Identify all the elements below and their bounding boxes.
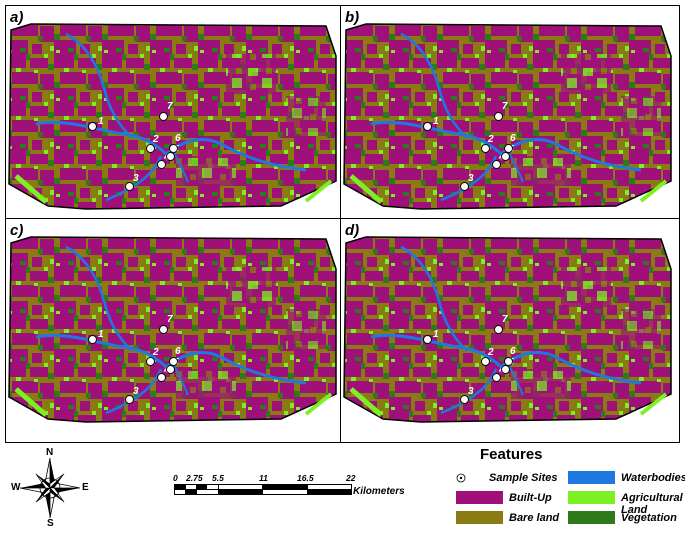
sample-site [423, 122, 432, 131]
legend-label-agricultural-land: Agricultural Land [621, 492, 683, 516]
sample-site [492, 160, 501, 169]
site-label: 2 [153, 347, 159, 358]
legend-title: Features [480, 446, 543, 463]
compass-east: E [82, 482, 89, 493]
map-panel-b: b) 1 2 3 4 5 6 7 [340, 5, 680, 220]
legend-label-vegetation: Vegetation [621, 512, 677, 524]
legend-label-sample-sites: Sample Sites [489, 472, 558, 484]
scale-tick-label: 16.5 [297, 473, 314, 483]
sample-site [481, 357, 490, 366]
legend-label-built-up: Built-Up [509, 492, 552, 504]
site-label: 2 [488, 347, 494, 358]
site-label: 3 [468, 173, 474, 184]
compass-north: N [46, 447, 54, 458]
site-label: 7 [167, 314, 173, 325]
legend-label-waterbodies: Waterbodies [621, 472, 685, 484]
scale-bar-graphic [174, 484, 352, 495]
scale-unit: Kilometers [353, 486, 405, 497]
sample-site [88, 335, 97, 344]
panel-label: a) [10, 9, 24, 26]
sample-site [146, 144, 155, 153]
sample-site [460, 395, 469, 404]
sample-site [125, 182, 134, 191]
site-label: 3 [133, 173, 139, 184]
map-panel-a: a) 1 2 3 4 5 6 7 [5, 5, 342, 220]
scale-tick-label: 11 [259, 473, 268, 483]
map-panel-c: c) 1 2 3 4 5 6 7 [5, 218, 342, 443]
site-label: 3 [468, 386, 474, 397]
site-label: 7 [502, 101, 508, 112]
sample-site [504, 357, 513, 366]
sample-site-icon [456, 473, 466, 483]
map-image [343, 236, 672, 423]
sample-site [494, 112, 503, 121]
site-label: 6 [175, 133, 181, 144]
panel-label: d) [345, 222, 360, 239]
compass-south: S [47, 518, 54, 529]
site-label: 6 [510, 346, 516, 357]
sample-site [169, 144, 178, 153]
map-image [8, 23, 337, 210]
sample-site [423, 335, 432, 344]
panel-label: c) [10, 222, 24, 239]
site-label: 1 [98, 329, 104, 340]
sample-site [169, 357, 178, 366]
sample-site [157, 373, 166, 382]
map-image [343, 23, 672, 210]
sample-site [494, 325, 503, 334]
legend-swatch-built-up [456, 491, 503, 504]
panel-label: b) [345, 9, 360, 26]
site-label: 6 [510, 133, 516, 144]
site-label: 1 [98, 116, 104, 127]
site-label: 6 [175, 346, 181, 357]
compass-west: W [11, 482, 21, 493]
scale-tick-label: 0 [173, 473, 178, 483]
site-label: 7 [167, 101, 173, 112]
sample-site [146, 357, 155, 366]
scale-tick-label: 22 [346, 473, 356, 483]
sample-site [125, 395, 134, 404]
compass-rose: N S E W [10, 447, 90, 530]
sample-site [157, 160, 166, 169]
legend-swatch-vegetation [568, 511, 615, 524]
legend-swatch-bare-land [456, 511, 503, 524]
sample-site [159, 112, 168, 121]
sample-site [460, 182, 469, 191]
compass-star-icon [19, 457, 81, 519]
sample-site [88, 122, 97, 131]
map-image [8, 236, 337, 423]
scale-tick-label: 5.5 [212, 473, 224, 483]
site-label: 3 [133, 386, 139, 397]
site-label: 1 [433, 116, 439, 127]
legend-swatch-agricultural-land [568, 491, 615, 504]
sample-site [504, 144, 513, 153]
site-label: 2 [488, 134, 494, 145]
sample-site [481, 144, 490, 153]
sample-site [492, 373, 501, 382]
scale-tick-label: 2.75 [186, 473, 203, 483]
site-label: 2 [153, 134, 159, 145]
site-label: 1 [433, 329, 439, 340]
map-panel-d: d) 1 2 3 4 5 6 7 [340, 218, 680, 443]
legend-swatch-waterbodies [568, 471, 615, 484]
site-label: 7 [502, 314, 508, 325]
sample-site [159, 325, 168, 334]
legend-label-bare-land: Bare land [509, 512, 560, 524]
